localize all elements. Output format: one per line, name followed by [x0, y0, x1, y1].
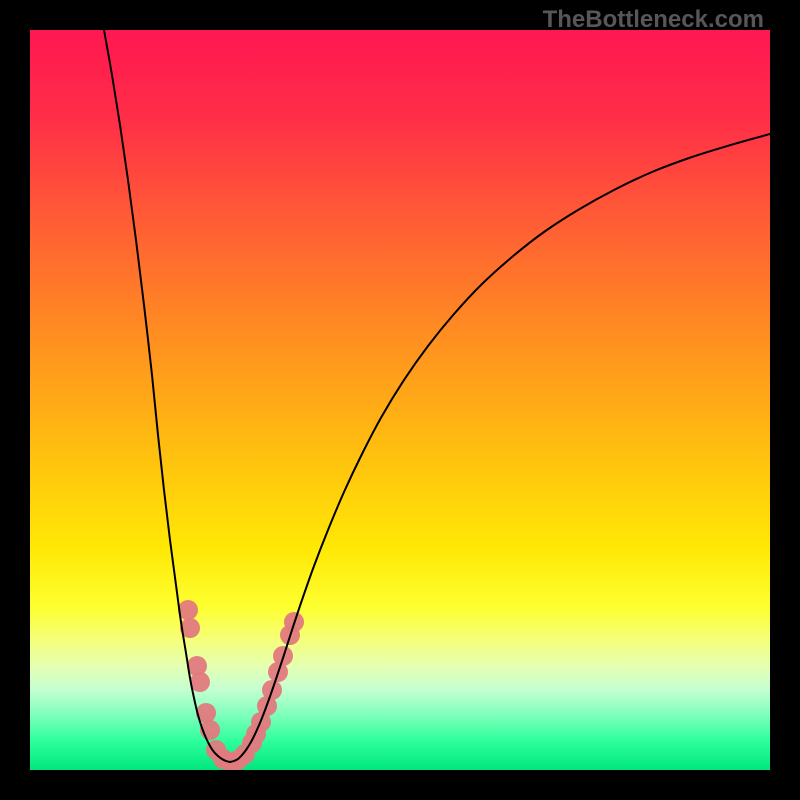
curve-layer	[30, 30, 770, 770]
chart-frame: { "watermark": { "text": "TheBottleneck.…	[0, 0, 800, 800]
plot-area	[30, 30, 770, 770]
curve-left-branch	[104, 30, 230, 762]
watermark-text: TheBottleneck.com	[543, 6, 764, 34]
curve-right-branch	[230, 134, 770, 762]
data-point-cluster	[178, 600, 304, 770]
